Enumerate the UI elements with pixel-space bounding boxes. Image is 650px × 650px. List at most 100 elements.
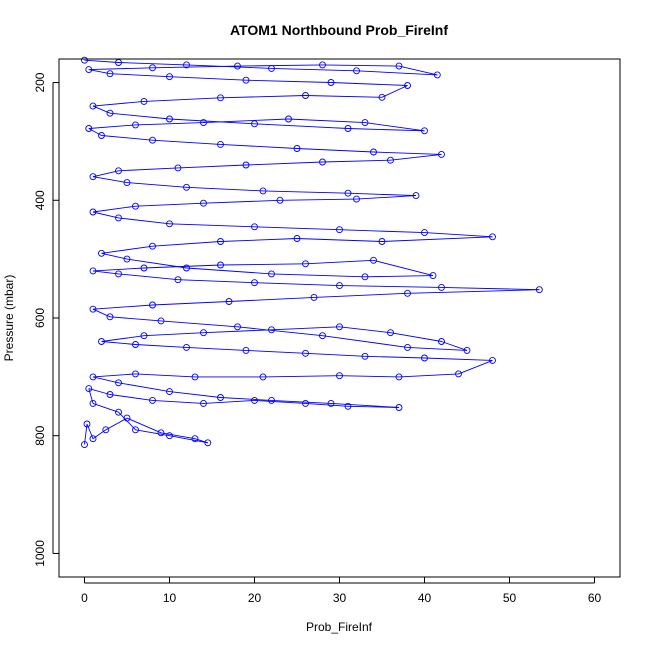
data-point (115, 214, 122, 222)
data-point (140, 332, 148, 340)
series-line-segment (101, 245, 153, 254)
series-line-segment (135, 344, 187, 348)
data-point (302, 260, 309, 268)
data-point (302, 349, 309, 357)
series-line-segment (92, 402, 119, 413)
series-line-segment (105, 417, 128, 431)
series-line-segment (271, 67, 357, 72)
data-point (106, 313, 114, 321)
data-point (217, 140, 224, 148)
series-line-segment (339, 285, 442, 288)
x-axis-ticks: 0 10 20 30 40 50 60 (81, 577, 601, 605)
data-point (157, 317, 165, 325)
series-line-segment (220, 263, 306, 266)
data-point (293, 145, 301, 152)
series-line-segment (135, 122, 204, 126)
data-point (370, 256, 377, 264)
data-point (132, 121, 139, 129)
series-line-segment (424, 232, 493, 238)
data-point (166, 115, 173, 123)
x-tick-label: 40 (418, 591, 432, 605)
series-line-segment (88, 69, 111, 75)
data-point (319, 332, 326, 340)
y-tick-label: 800 (33, 425, 47, 445)
data-point (259, 187, 267, 195)
data-point (149, 301, 156, 309)
data-point (395, 373, 403, 381)
data-point (123, 414, 131, 422)
data-point (174, 164, 182, 172)
data-point (85, 385, 93, 393)
data-point (89, 399, 97, 407)
data-point (327, 399, 335, 407)
data-point (89, 208, 97, 216)
series-line-segment (143, 264, 221, 269)
data-point (438, 150, 445, 158)
data-point (276, 196, 284, 204)
data-point (132, 370, 139, 378)
data-point (217, 94, 224, 102)
series-line-segment (92, 170, 119, 178)
data-point (98, 132, 105, 139)
series-line-segment (220, 143, 298, 149)
series-line-segment (177, 279, 255, 284)
data-point (89, 435, 97, 443)
data-point (353, 195, 360, 203)
series-line-segment (88, 124, 136, 129)
series-line-segment (126, 417, 162, 434)
series-line-segment (92, 211, 119, 219)
series-line-segment (92, 304, 153, 310)
data-point (336, 323, 343, 331)
data-point (395, 404, 403, 411)
series-line-segment (313, 292, 408, 298)
series-line-segment (330, 82, 408, 86)
series-line-segment (101, 335, 145, 342)
data-point (98, 249, 105, 257)
data-point (268, 270, 275, 278)
series-line-segment (245, 349, 306, 354)
series-line-segment (169, 118, 255, 125)
series-line-segment (118, 217, 170, 225)
data-point (183, 183, 190, 191)
series-line-segment (101, 341, 136, 345)
data-point (217, 394, 224, 401)
data-point (89, 267, 97, 275)
series-line-segment (203, 199, 281, 204)
data-point (89, 373, 97, 381)
data-point (200, 119, 207, 127)
data-point (98, 338, 105, 345)
series-line-segment (84, 59, 119, 63)
series-line-segment (220, 397, 272, 401)
data-point (361, 352, 369, 360)
series-line-segment (118, 62, 187, 66)
series-line-segment (169, 391, 221, 398)
data-point (123, 255, 131, 263)
series-line-segment (390, 153, 442, 161)
data-point (302, 399, 309, 407)
data-point (268, 396, 275, 404)
data-point (259, 373, 267, 381)
series-line-segment (88, 67, 153, 71)
data-point (132, 426, 139, 434)
data-layer (81, 56, 543, 449)
data-point (149, 64, 156, 72)
x-tick-label: 30 (333, 591, 347, 605)
data-point (378, 238, 386, 245)
data-point (412, 192, 420, 200)
data-point (149, 136, 156, 144)
data-point (438, 283, 445, 291)
series-line-segment (237, 326, 323, 337)
series-line-segment (88, 388, 111, 395)
series-line-segment (330, 402, 400, 408)
series-line-segment (347, 128, 425, 132)
data-point (361, 119, 369, 127)
y-tick-label: 400 (33, 190, 47, 210)
series-line-segment (254, 226, 340, 231)
series-line-segment (322, 335, 408, 348)
data-point (344, 125, 352, 132)
data-point (535, 286, 543, 294)
series-line-segment (126, 182, 187, 188)
series-line-segment (186, 346, 247, 351)
data-point (200, 329, 207, 337)
